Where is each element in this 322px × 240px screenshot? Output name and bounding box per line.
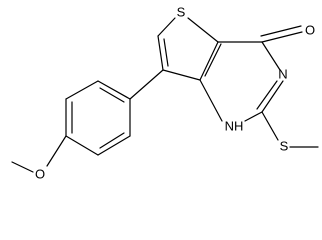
- structure-diagram: S O N NH S O: [11, 4, 319, 181]
- bond: [163, 38, 169, 67]
- bond: [256, 80, 278, 110]
- bond: [65, 135, 99, 156]
- bond: [65, 80, 99, 100]
- atom-labels: S O N NH S O: [35, 4, 315, 181]
- bond: [11, 161, 34, 173]
- bond: [244, 111, 263, 122]
- atom-label: S: [177, 4, 186, 19]
- bond: [157, 17, 176, 37]
- page: {"molecule": {"atoms": [ {"label": "S"},…: [11, 4, 319, 182]
- atom-label: N: [278, 66, 287, 81]
- bond: [260, 25, 302, 37]
- bond: [261, 111, 279, 141]
- bond: [261, 41, 281, 71]
- bond: [99, 87, 125, 103]
- bond: [187, 17, 219, 43]
- bond: [46, 135, 67, 167]
- atom-label: NH: [225, 118, 244, 133]
- bond: [261, 31, 303, 43]
- bond: [97, 135, 131, 156]
- bond: [129, 69, 164, 100]
- bond: [157, 35, 164, 71]
- bond: [261, 80, 284, 113]
- atom-label: O: [305, 22, 315, 37]
- bond: [199, 41, 219, 81]
- bond: [162, 69, 201, 81]
- bonds: [11, 17, 319, 173]
- bond: [199, 79, 223, 122]
- bond: [99, 132, 125, 149]
- atom-label: S: [280, 138, 289, 153]
- atom-label: O: [35, 166, 45, 181]
- bond: [97, 80, 131, 100]
- bond: [204, 43, 222, 77]
